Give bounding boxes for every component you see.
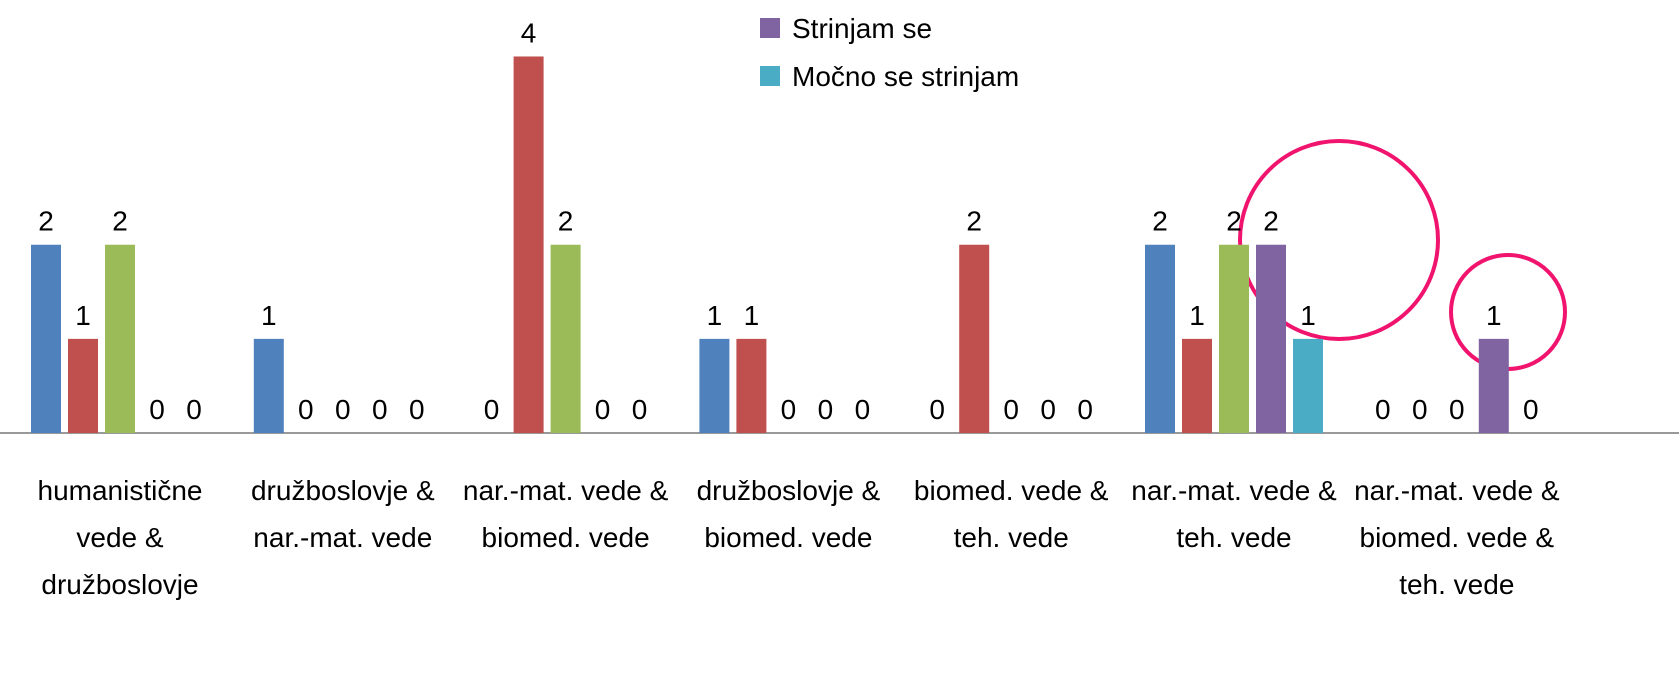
value-label: 0 [632,394,648,425]
bar [1182,338,1212,433]
value-label: 2 [558,206,574,237]
value-label: 0 [781,394,797,425]
value-label: 0 [1077,394,1093,425]
x-tick-label: nar.-mat. vede & teh. vede [1131,475,1337,553]
bar [1293,338,1323,433]
bar [1219,244,1249,433]
value-label: 0 [595,394,611,425]
value-label: 1 [1300,300,1316,331]
value-label: 1 [1189,300,1205,331]
value-label: 1 [261,300,277,331]
value-label: 1 [744,300,760,331]
bar [1478,338,1509,433]
x-tick-label: nar.-mat. vede & biomed. vede & teh. vede [1354,475,1560,600]
value-label: 2 [1263,206,1279,237]
bar [550,244,581,433]
bar [959,244,990,433]
value-label: 0 [1375,394,1391,425]
bar [68,338,98,433]
value-label: 2 [1152,206,1168,237]
highlight-circle [1238,139,1440,341]
value-label: 2 [1226,206,1242,237]
bar [31,244,61,433]
value-label: 0 [149,394,165,425]
legend-swatch [760,66,780,86]
x-tick-label: družboslovje & nar.-mat. vede [251,475,435,553]
value-label: 0 [335,394,351,425]
value-label: 0 [186,394,202,425]
value-label: 2 [112,206,128,237]
value-label: 0 [1003,394,1019,425]
bar [699,338,730,433]
value-label: 0 [1412,394,1428,425]
value-label: 0 [372,394,388,425]
value-label: 2 [38,206,54,237]
bar [1145,244,1175,433]
value-label: 0 [855,394,871,425]
value-label: 2 [966,206,982,237]
value-label: 0 [1040,394,1056,425]
legend-label: Strinjam se [792,13,932,44]
value-label: 0 [929,394,945,425]
x-tick-label: humanistične vede & družboslovje [38,475,203,600]
bar [513,56,544,433]
x-tick-label: biomed. vede & teh. vede [914,475,1109,553]
legend-swatch [760,18,780,38]
bar [736,338,767,433]
x-tick-label: nar.-mat. vede & biomed. vede [463,475,669,553]
bar [1256,244,1286,433]
value-label: 0 [409,394,425,425]
bar [105,244,135,433]
bar [253,338,284,433]
value-label: 1 [707,300,723,331]
value-label: 1 [1486,300,1502,331]
value-label: 0 [1523,394,1539,425]
value-label: 0 [298,394,314,425]
value-label: 0 [484,394,500,425]
legend-label: Močno se strinjam [792,61,1019,92]
x-tick-label: družboslovje & biomed. vede [697,475,881,553]
value-label: 4 [521,17,537,48]
value-label: 1 [75,300,91,331]
value-label: 0 [1449,394,1465,425]
value-label: 0 [818,394,834,425]
